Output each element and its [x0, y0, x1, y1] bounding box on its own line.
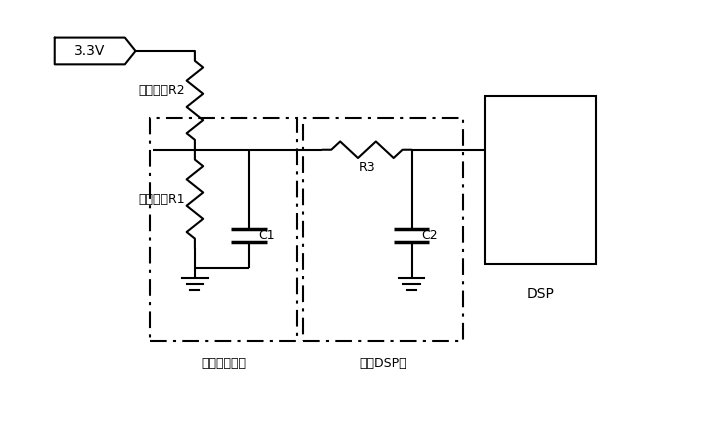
- Text: 热敏电阵R1: 热敏电阵R1: [139, 193, 185, 206]
- Text: DSP: DSP: [526, 287, 555, 301]
- Text: C2: C2: [421, 229, 438, 242]
- Text: 靠近出入水口: 靠近出入水口: [201, 357, 246, 370]
- Text: C1: C1: [258, 229, 275, 242]
- Bar: [303, 118, 463, 341]
- Bar: [150, 118, 297, 341]
- Bar: [485, 95, 596, 264]
- Text: 靠近DSP端: 靠近DSP端: [359, 357, 406, 370]
- Text: 3.3V: 3.3V: [74, 44, 105, 58]
- Text: R3: R3: [359, 161, 376, 174]
- Text: 上拉电阵R2: 上拉电阵R2: [139, 84, 185, 97]
